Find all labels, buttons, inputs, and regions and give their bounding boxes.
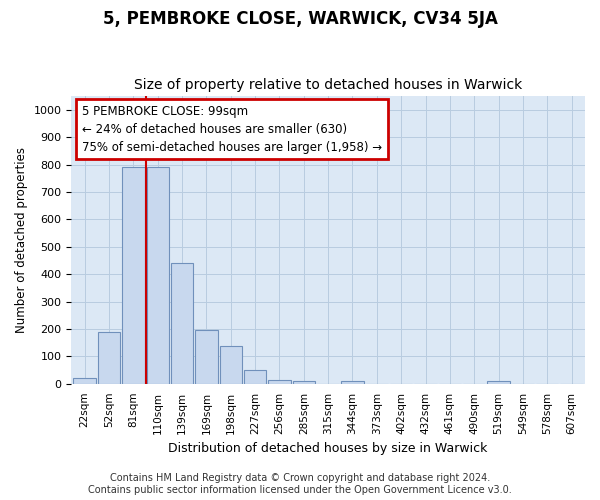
Bar xyxy=(341,381,364,384)
Bar xyxy=(73,378,96,384)
Text: 5, PEMBROKE CLOSE, WARWICK, CV34 5JA: 5, PEMBROKE CLOSE, WARWICK, CV34 5JA xyxy=(103,10,497,28)
X-axis label: Distribution of detached houses by size in Warwick: Distribution of detached houses by size … xyxy=(169,442,488,455)
Text: 5 PEMBROKE CLOSE: 99sqm
← 24% of detached houses are smaller (630)
75% of semi-d: 5 PEMBROKE CLOSE: 99sqm ← 24% of detache… xyxy=(82,104,382,154)
Text: Contains HM Land Registry data © Crown copyright and database right 2024.
Contai: Contains HM Land Registry data © Crown c… xyxy=(88,474,512,495)
Bar xyxy=(171,263,193,384)
Bar xyxy=(293,381,315,384)
Bar xyxy=(268,380,290,384)
Bar xyxy=(122,167,145,384)
Bar xyxy=(195,330,218,384)
Bar xyxy=(98,332,120,384)
Y-axis label: Number of detached properties: Number of detached properties xyxy=(15,147,28,333)
Bar xyxy=(146,167,169,384)
Bar xyxy=(487,381,510,384)
Title: Size of property relative to detached houses in Warwick: Size of property relative to detached ho… xyxy=(134,78,522,92)
Bar xyxy=(244,370,266,384)
Bar xyxy=(220,346,242,384)
